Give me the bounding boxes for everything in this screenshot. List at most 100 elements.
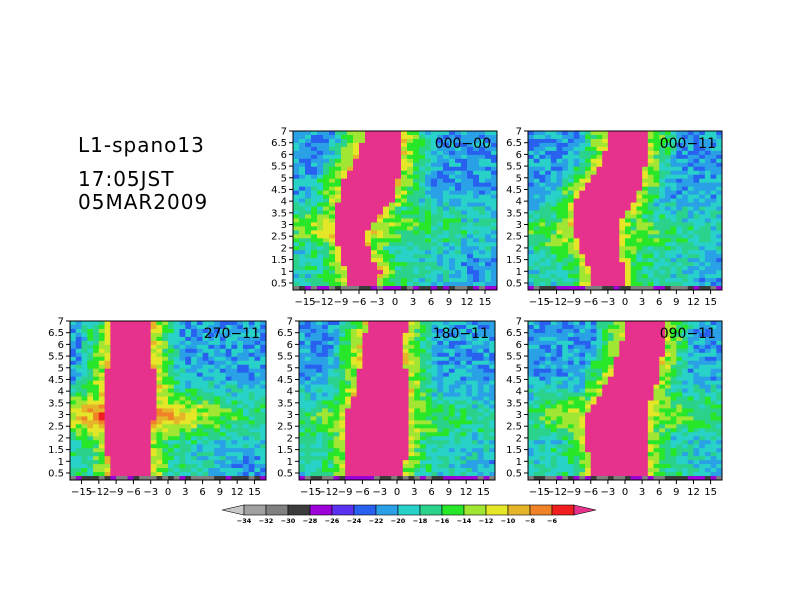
heatmap-cell bbox=[613, 134, 620, 140]
time-label: 17:05JST bbox=[78, 167, 175, 191]
heatmap-cell bbox=[625, 242, 632, 247]
heatmap-cell bbox=[613, 226, 620, 231]
heatmap-cell bbox=[489, 344, 495, 350]
heatmap-cell bbox=[121, 436, 129, 441]
heatmap-cell bbox=[121, 424, 129, 429]
heatmap-cell bbox=[437, 360, 444, 366]
heatmap-cell bbox=[407, 150, 414, 156]
heatmap-cell bbox=[353, 274, 360, 279]
heatmap-cell bbox=[254, 420, 261, 425]
heatmap-cell bbox=[449, 162, 456, 168]
heatmap-cell bbox=[449, 142, 456, 148]
heatmap-cell bbox=[379, 388, 387, 394]
heatmap-cell bbox=[196, 388, 204, 394]
heatmap-cell bbox=[353, 222, 360, 228]
heatmap-cell bbox=[350, 392, 358, 398]
heatmap-cell bbox=[75, 388, 83, 394]
heatmap-cell bbox=[304, 380, 312, 386]
heatmap-cell bbox=[371, 270, 378, 275]
heatmap-cell bbox=[395, 250, 402, 255]
heatmap-cell bbox=[339, 384, 346, 390]
heatmap-cell bbox=[483, 324, 490, 330]
heatmap-cell bbox=[550, 142, 558, 148]
heatmap-cell bbox=[636, 174, 643, 180]
heatmap-cell bbox=[359, 186, 366, 192]
heatmap-cell bbox=[214, 324, 221, 330]
heatmap-cell bbox=[407, 154, 414, 160]
heatmap-cell bbox=[323, 131, 330, 136]
heatmap-cell bbox=[179, 424, 186, 429]
heatmap-cell bbox=[248, 432, 256, 437]
heatmap-cell bbox=[359, 202, 366, 208]
heatmap-cell bbox=[699, 222, 706, 228]
heatmap-cell bbox=[682, 242, 689, 247]
heatmap-cell bbox=[431, 198, 438, 204]
heatmap-cell bbox=[579, 238, 586, 243]
heatmap-cell bbox=[483, 388, 490, 394]
heatmap-cell bbox=[431, 134, 438, 140]
heatmap-cell bbox=[317, 214, 324, 220]
heatmap-cell bbox=[550, 254, 558, 259]
heatmap-cell bbox=[383, 162, 390, 168]
heatmap-cell bbox=[425, 274, 432, 279]
heatmap-cell bbox=[437, 142, 444, 148]
heatmap-cell bbox=[368, 380, 375, 386]
heatmap-cell bbox=[573, 270, 580, 275]
heatmap-cell bbox=[642, 166, 649, 172]
heatmap-cell bbox=[483, 396, 490, 402]
heatmap-cell bbox=[419, 170, 426, 176]
heatmap-cell bbox=[248, 392, 256, 398]
heatmap-cell bbox=[461, 250, 468, 255]
heatmap-cell bbox=[556, 182, 563, 188]
heatmap-cell bbox=[602, 262, 609, 267]
heatmap-cell bbox=[156, 376, 163, 382]
heatmap-cell bbox=[104, 424, 111, 429]
heatmap-cell bbox=[613, 246, 620, 251]
heatmap-cell bbox=[104, 328, 111, 334]
heatmap-cell bbox=[347, 166, 354, 172]
heatmap-cell bbox=[304, 360, 312, 366]
heatmap-cell bbox=[391, 368, 398, 374]
heatmap-cell bbox=[173, 321, 181, 326]
heatmap-cell bbox=[179, 456, 186, 461]
heatmap-cell bbox=[368, 368, 375, 374]
heatmap-cell bbox=[317, 154, 324, 160]
y-tick-label: 3.5 bbox=[271, 208, 287, 219]
heatmap-cell bbox=[202, 321, 209, 326]
heatmap-cell bbox=[602, 138, 609, 144]
heatmap-cell bbox=[533, 222, 541, 228]
heatmap-cell bbox=[454, 340, 462, 346]
heatmap-cell bbox=[590, 162, 598, 168]
heatmap-cell bbox=[335, 242, 342, 247]
heatmap-cell bbox=[391, 321, 398, 326]
heatmap-cell bbox=[225, 332, 233, 338]
heatmap-cell bbox=[693, 266, 700, 271]
heatmap-cell bbox=[419, 258, 426, 263]
heatmap-cell bbox=[385, 332, 392, 338]
heatmap-cell bbox=[699, 250, 706, 255]
heatmap-cell bbox=[710, 210, 717, 216]
heatmap-cell bbox=[219, 324, 227, 330]
heatmap-cell bbox=[98, 424, 106, 429]
heatmap-cell bbox=[699, 162, 706, 168]
heatmap-cell bbox=[373, 404, 381, 410]
heatmap-cell bbox=[491, 234, 497, 239]
heatmap-cell bbox=[219, 380, 227, 386]
heatmap-cell bbox=[485, 266, 492, 271]
heatmap-cell bbox=[81, 388, 88, 394]
heatmap-cell bbox=[225, 448, 233, 453]
heatmap-cell bbox=[362, 372, 369, 378]
heatmap-cell bbox=[168, 321, 175, 326]
heatmap-cell bbox=[110, 321, 117, 326]
heatmap-cell bbox=[413, 158, 420, 164]
heatmap-cell bbox=[431, 162, 438, 168]
heatmap-cell bbox=[373, 324, 381, 330]
heatmap-cell bbox=[350, 344, 358, 350]
heatmap-cell bbox=[150, 448, 158, 453]
heatmap-cell bbox=[299, 376, 306, 382]
heatmap-cell bbox=[127, 448, 135, 453]
heatmap-cell bbox=[316, 388, 323, 394]
heatmap-cell bbox=[556, 158, 563, 164]
heatmap-cell bbox=[395, 178, 402, 184]
heatmap-cell bbox=[168, 468, 175, 473]
